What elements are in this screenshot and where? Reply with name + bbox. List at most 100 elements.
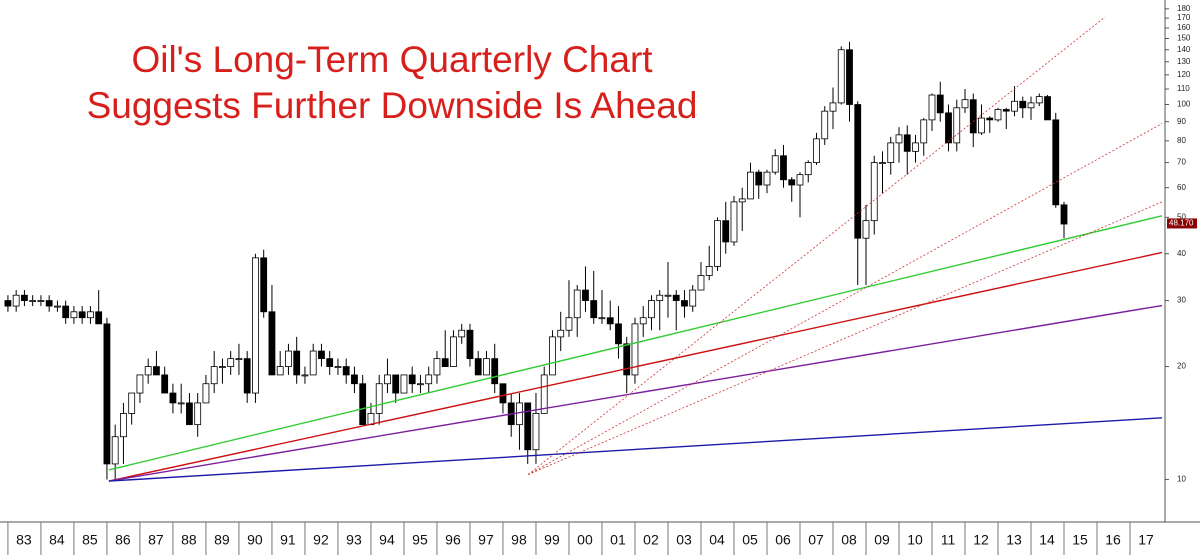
candle-body	[186, 402, 193, 426]
candle-body	[260, 257, 268, 313]
y-tick-label: 40	[1177, 249, 1186, 258]
candle-body	[854, 104, 862, 239]
candle-body	[969, 99, 977, 134]
candle-body	[491, 358, 499, 385]
x-tick-label: 04	[709, 532, 725, 548]
candle-body	[1019, 100, 1027, 109]
candle-body	[161, 374, 169, 394]
candle-body	[631, 323, 639, 376]
candle-body	[540, 374, 548, 414]
candle-body	[755, 171, 763, 186]
trendline	[108, 251, 1163, 482]
y-tick-label: 180	[1177, 4, 1191, 13]
candle-body	[334, 366, 342, 368]
trendline	[527, 16, 1106, 475]
candle-body	[326, 358, 334, 367]
candle-body	[87, 311, 94, 319]
candle-body	[978, 117, 985, 134]
x-tick-label: 13	[1006, 532, 1022, 548]
candle-body	[12, 294, 20, 307]
candle-body	[606, 317, 614, 325]
y-tick-label: 150	[1177, 34, 1191, 43]
candle-body	[639, 317, 647, 325]
trendline	[527, 123, 1163, 475]
trendline	[108, 304, 1163, 482]
candle-body	[598, 317, 606, 320]
candle-body	[483, 358, 490, 376]
y-tick-label: 50	[1177, 212, 1186, 221]
candle-body	[656, 294, 664, 301]
candle-body	[243, 358, 251, 394]
candle-body	[936, 94, 944, 114]
candle-body	[318, 350, 325, 360]
y-tick-label: 170	[1177, 13, 1191, 22]
x-tick-label: 15	[1072, 532, 1088, 548]
last-price-box	[1167, 218, 1197, 229]
candle-body	[441, 358, 449, 367]
candle-body	[796, 174, 804, 186]
candle-body	[565, 317, 573, 331]
x-tick-label: 02	[643, 532, 659, 548]
candle-body	[714, 220, 721, 267]
x-tick-label: 97	[478, 532, 494, 548]
y-tick-label: 130	[1177, 57, 1191, 66]
x-tick-label: 93	[346, 532, 362, 548]
candle-body	[722, 220, 730, 243]
chart-title: Oil's Long-Term Quarterly Chart	[131, 39, 653, 80]
candle-body	[21, 294, 28, 301]
y-tick-label: 70	[1177, 158, 1186, 167]
y-tick-label: 110	[1177, 84, 1190, 93]
candle-body	[953, 107, 961, 144]
candle-body	[582, 289, 589, 301]
candle-body	[705, 266, 713, 276]
candle-body	[780, 155, 787, 181]
x-tick-label: 88	[181, 532, 197, 548]
trendline	[108, 417, 1163, 482]
x-tick-label: 95	[412, 532, 428, 548]
candle-body	[590, 300, 598, 319]
last-price-label: 48.170	[1169, 219, 1194, 228]
chart-title: Suggests Further Downside Is Ahead	[87, 85, 698, 126]
y-tick-label: 80	[1177, 136, 1186, 145]
candle-body	[417, 383, 424, 386]
candle-body	[45, 300, 53, 307]
candle-body	[771, 155, 779, 173]
candle-body	[359, 383, 367, 426]
candle-body	[1035, 96, 1043, 104]
candle-body	[664, 294, 672, 297]
candle-body	[689, 289, 697, 307]
candle-body	[210, 366, 218, 385]
candle-body	[309, 350, 317, 376]
candle-body	[903, 134, 911, 152]
y-tick-label: 160	[1177, 23, 1191, 32]
candle-body	[887, 142, 895, 163]
candle-body	[268, 311, 276, 376]
candle-body	[367, 413, 375, 426]
candle-body	[648, 300, 655, 319]
candle-body	[681, 300, 688, 307]
x-tick-label: 87	[148, 532, 164, 548]
x-tick-label: 14	[1039, 532, 1055, 548]
x-tick-label: 12	[973, 532, 989, 548]
candle-body	[342, 366, 350, 376]
candle-body	[227, 358, 235, 367]
candle-body	[895, 134, 903, 144]
candle-body	[763, 171, 771, 186]
candle-body	[384, 374, 391, 385]
candle-body	[425, 374, 433, 385]
x-tick-label: 06	[775, 532, 791, 548]
x-tick-label: 10	[907, 532, 923, 548]
candle-body	[870, 162, 878, 222]
candle-body	[821, 110, 829, 140]
candle-body	[153, 366, 160, 376]
candle-body	[458, 329, 466, 338]
candle-body	[672, 294, 680, 301]
candle-body	[4, 300, 12, 307]
candle-body	[285, 350, 292, 367]
candle-body	[1027, 102, 1035, 109]
candle-body	[433, 358, 441, 376]
x-tick-label: 16	[1105, 532, 1121, 548]
candle-body	[1002, 109, 1010, 112]
candle-body	[293, 350, 301, 376]
candle-body	[95, 311, 103, 325]
